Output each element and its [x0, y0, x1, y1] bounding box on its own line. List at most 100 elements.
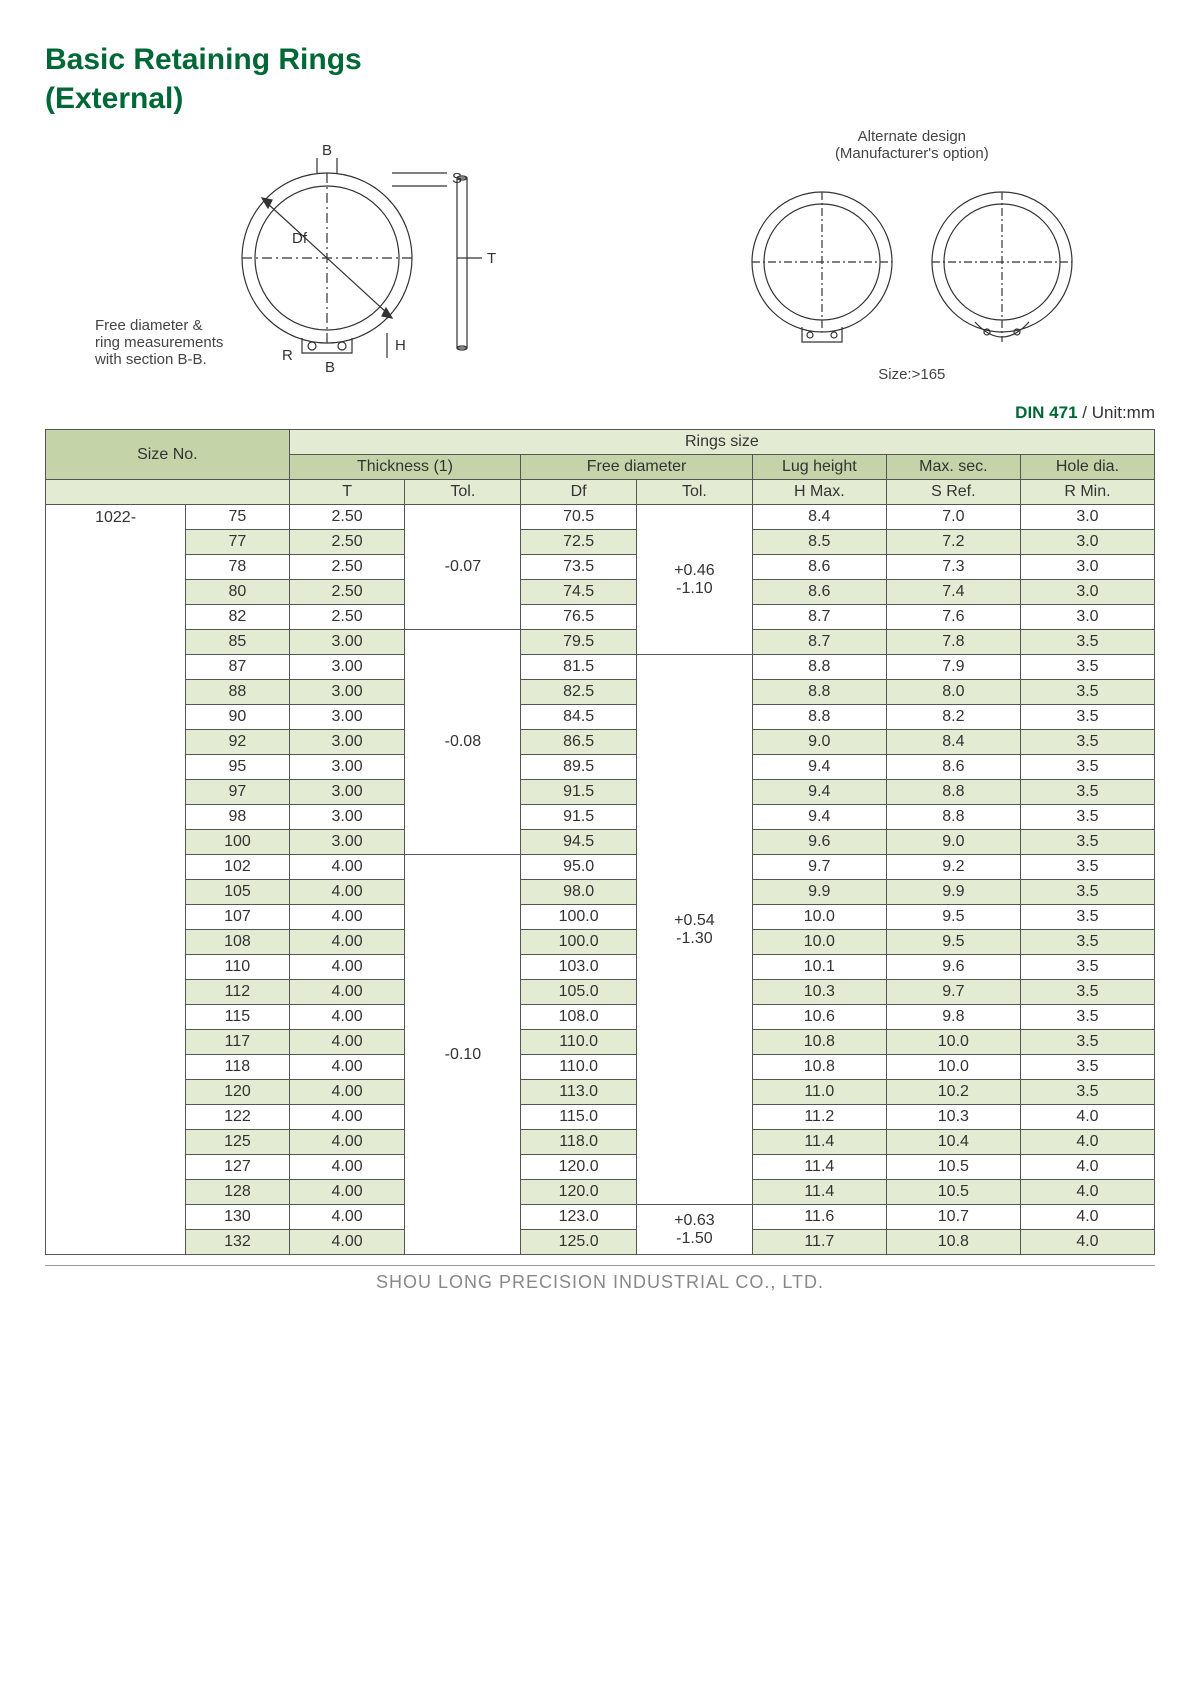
cell-r: 4.0 [1020, 1155, 1154, 1180]
cell-r: 3.5 [1020, 655, 1154, 680]
cell-t: 4.00 [289, 855, 405, 880]
cell-df: 113.0 [521, 1080, 637, 1105]
cell-t: 3.00 [289, 805, 405, 830]
cell-t: 3.00 [289, 630, 405, 655]
cell-h: 9.4 [752, 780, 886, 805]
cell-df: 98.0 [521, 880, 637, 905]
cell-s: 7.8 [886, 630, 1020, 655]
cell-h: 8.6 [752, 580, 886, 605]
cell-h: 8.8 [752, 655, 886, 680]
cell-s: 10.2 [886, 1080, 1020, 1105]
cell-df: 91.5 [521, 780, 637, 805]
cell-h: 9.4 [752, 755, 886, 780]
cell-n: 112 [186, 980, 290, 1005]
cell-s: 8.2 [886, 705, 1020, 730]
cell-h: 8.8 [752, 705, 886, 730]
cell-df: 120.0 [521, 1180, 637, 1205]
cell-t: 3.00 [289, 655, 405, 680]
hdr-freedia: Free diameter [521, 455, 753, 480]
cell-df: 94.5 [521, 830, 637, 855]
cell-dfTol: +0.63 -1.50 [637, 1205, 753, 1255]
cell-tTol: -0.08 [405, 630, 521, 855]
diagram-alternate: Alternate design (Manufacturer's option) [669, 128, 1155, 383]
hdr-thickness: Thickness (1) [289, 455, 521, 480]
cell-s: 10.5 [886, 1155, 1020, 1180]
cell-df: 103.0 [521, 955, 637, 980]
cell-r: 3.0 [1020, 530, 1154, 555]
cell-n: 105 [186, 880, 290, 905]
cell-dfTol: +0.46 -1.10 [637, 505, 753, 655]
cell-s: 9.5 [886, 930, 1020, 955]
din-code: DIN 471 [1015, 403, 1077, 422]
cell-r: 3.0 [1020, 555, 1154, 580]
cell-n: 95 [186, 755, 290, 780]
cell-h: 9.7 [752, 855, 886, 880]
cell-t: 3.00 [289, 730, 405, 755]
hdr-Df: Df [521, 480, 637, 505]
cell-r: 3.5 [1020, 1005, 1154, 1030]
cell-s: 7.6 [886, 605, 1020, 630]
cell-r: 3.5 [1020, 980, 1154, 1005]
din-line: DIN 471 / Unit:mm [45, 403, 1155, 423]
cell-r: 3.5 [1020, 730, 1154, 755]
cell-n: 80 [186, 580, 290, 605]
cell-h: 11.2 [752, 1105, 886, 1130]
cell-r: 3.5 [1020, 880, 1154, 905]
diagram-main-caption: Free diameter & ring measurements with s… [95, 317, 223, 368]
cell-df: 123.0 [521, 1205, 637, 1230]
cell-n: 125 [186, 1130, 290, 1155]
cell-r: 4.0 [1020, 1205, 1154, 1230]
cell-t: 4.00 [289, 1230, 405, 1255]
cell-n: 117 [186, 1030, 290, 1055]
svg-text:Df: Df [292, 230, 308, 247]
cell-n: 100 [186, 830, 290, 855]
cell-h: 10.1 [752, 955, 886, 980]
diagram-size-note: Size:>165 [669, 366, 1155, 383]
cell-n: 108 [186, 930, 290, 955]
cell-r: 3.5 [1020, 930, 1154, 955]
cell-t: 4.00 [289, 880, 405, 905]
svg-text:B: B [325, 359, 335, 376]
cell-df: 110.0 [521, 1055, 637, 1080]
cell-h: 9.9 [752, 880, 886, 905]
cell-s: 8.6 [886, 755, 1020, 780]
cell-h: 8.7 [752, 630, 886, 655]
cell-s: 9.0 [886, 830, 1020, 855]
cell-s: 10.7 [886, 1205, 1020, 1230]
cell-t: 2.50 [289, 605, 405, 630]
cell-t: 4.00 [289, 1005, 405, 1030]
cell-r: 3.0 [1020, 505, 1154, 530]
diagram-main: B S Df T H R B Free diameter & ring meas… [45, 128, 629, 378]
cell-h: 11.6 [752, 1205, 886, 1230]
cell-df: 120.0 [521, 1155, 637, 1180]
cell-r: 3.0 [1020, 580, 1154, 605]
cell-n: 107 [186, 905, 290, 930]
cell-s: 7.2 [886, 530, 1020, 555]
cell-r: 3.5 [1020, 905, 1154, 930]
hdr-size-no: Size No. [46, 430, 290, 480]
cell-r: 3.5 [1020, 830, 1154, 855]
cell-h: 11.4 [752, 1180, 886, 1205]
svg-text:B: B [322, 142, 332, 159]
cell-tTol: -0.07 [405, 505, 521, 630]
cell-s: 9.2 [886, 855, 1020, 880]
cell-df: 91.5 [521, 805, 637, 830]
cell-df: 125.0 [521, 1230, 637, 1255]
hdr-T: T [289, 480, 405, 505]
cell-r: 3.5 [1020, 755, 1154, 780]
cell-h: 10.8 [752, 1055, 886, 1080]
cell-n: 75 [186, 505, 290, 530]
cell-h: 10.6 [752, 1005, 886, 1030]
cell-s: 8.4 [886, 730, 1020, 755]
cell-t: 3.00 [289, 830, 405, 855]
cell-s: 10.3 [886, 1105, 1020, 1130]
cell-n: 128 [186, 1180, 290, 1205]
cell-df: 72.5 [521, 530, 637, 555]
cell-h: 10.8 [752, 1030, 886, 1055]
unit-label: / Unit:mm [1078, 403, 1155, 422]
cell-h: 8.8 [752, 680, 886, 705]
cell-t: 2.50 [289, 580, 405, 605]
cell-h: 8.6 [752, 555, 886, 580]
cell-r: 3.5 [1020, 630, 1154, 655]
hdr-dfTol: Tol. [637, 480, 753, 505]
